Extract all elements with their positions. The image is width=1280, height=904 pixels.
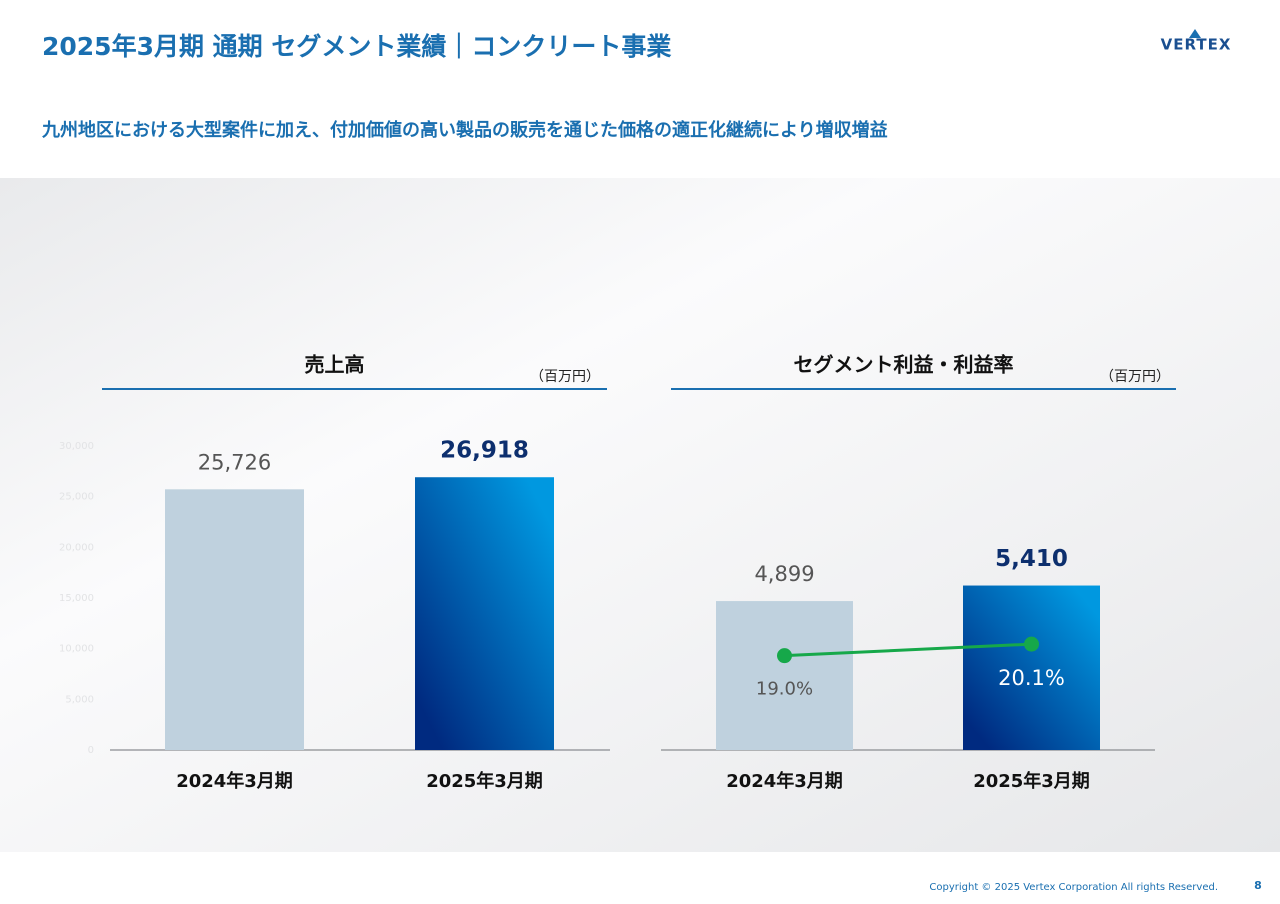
logo-mark — [1189, 29, 1201, 38]
unit-label: （百万円） — [530, 369, 600, 385]
bar — [716, 601, 853, 750]
bar-value-label: 5,410 — [995, 546, 1068, 572]
y-tick-label: 25,000 — [59, 492, 94, 503]
bar-value-label: 4,899 — [754, 562, 814, 586]
chart-title: セグメント利益・利益率 — [794, 353, 1014, 377]
bar — [415, 477, 554, 750]
y-tick-label: 0 — [88, 745, 94, 756]
y-tick-label: 30,000 — [59, 441, 94, 452]
ratio-point — [1024, 636, 1039, 652]
page-number: 8 — [1254, 879, 1262, 892]
bar-value-label: 25,726 — [198, 450, 271, 474]
page-title: 2025年3月期 通期 セグメント業績｜コンクリート事業 — [42, 32, 671, 61]
ratio-line — [784, 642, 1032, 658]
y-tick-label: 5,000 — [65, 694, 94, 705]
x-tick-label: 2025年3月期 — [973, 770, 1090, 792]
unit-label: （百万円） — [1100, 369, 1170, 385]
y-tick-label: 10,000 — [59, 644, 94, 655]
bar-value-label: 26,918 — [440, 438, 529, 464]
copyright: Copyright © 2025 Vertex Corporation All … — [929, 882, 1218, 893]
x-tick-label: 2025年3月期 — [426, 770, 543, 792]
subtitle: 九州地区における大型案件に加え、付加価値の高い製品の販売を通じた価格の適正化継続… — [41, 119, 888, 141]
bar — [963, 585, 1100, 750]
chart-title: 売上高 — [305, 353, 365, 377]
ratio-label: 20.1% — [998, 666, 1065, 690]
bar — [165, 489, 304, 750]
y-tick-label: 15,000 — [59, 593, 94, 604]
logo: VERTEX — [1161, 36, 1232, 54]
x-tick-label: 2024年3月期 — [176, 770, 293, 792]
ratio-label: 19.0% — [756, 679, 813, 700]
y-tick-label: 20,000 — [59, 542, 94, 553]
x-tick-label: 2024年3月期 — [726, 770, 843, 792]
ratio-point — [777, 648, 792, 664]
